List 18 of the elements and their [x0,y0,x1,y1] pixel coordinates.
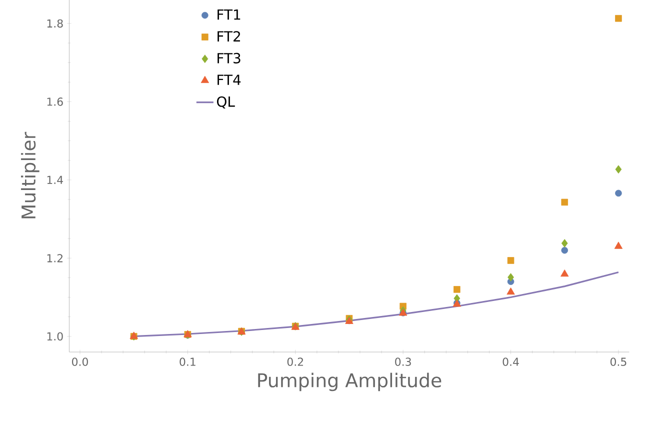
x-tick-label: 0.5 [610,358,626,366]
y-tick-label: 1.8 [47,19,63,28]
x-tick-label: 0.4 [502,358,519,366]
y-tick-label: 1.2 [47,254,62,262]
x-tick-label: 0.1 [180,358,196,366]
x-tick-label: 0.0 [72,358,88,366]
legend-label: FT3 [218,52,240,64]
y-tick-label: 1.4 [47,176,63,184]
legend-label: FT2 [218,31,240,42]
legend-label: FT1 [218,9,240,20]
x-tick-label: 0.2 [287,358,303,366]
y-tick-label: 1.0 [47,332,63,340]
y-axis-title: Multiplier [21,132,40,218]
legend-label: FT4 [218,74,241,85]
legend-label: QL [216,96,235,108]
x-axis-title: Pumping Amplitude [258,372,442,392]
x-tick-label: 0.3 [395,358,411,366]
y-tick-label: 1.6 [47,98,63,106]
